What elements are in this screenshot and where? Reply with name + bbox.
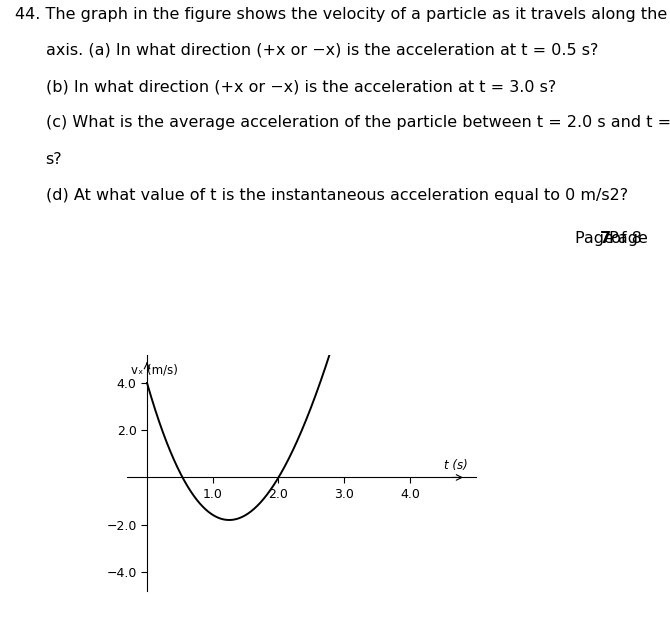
Text: 7: 7 [600,231,611,246]
Text: vₓ (m/s): vₓ (m/s) [131,364,178,377]
Text: axis. (a) In what direction (+x or −x) is the acceleration at t = 0.5 s?: axis. (a) In what direction (+x or −x) i… [46,43,598,58]
Text: Page 7 of 8: Page 7 of 8 [0,621,1,622]
Text: (c) What is the average acceleration of the particle between t = 2.0 s and t = 4: (c) What is the average acceleration of … [46,116,670,131]
Text: Page: Page [575,231,619,246]
Text: (d) At what value of t is the instantaneous acceleration equal to 0 m/s2?: (d) At what value of t is the instantane… [46,188,628,203]
Text: of 8: of 8 [606,231,643,246]
Text: Page: Page [609,231,653,246]
Text: s?: s? [46,152,62,167]
Text: t (s): t (s) [444,459,468,472]
Text: (b) In what direction (+x or −x) is the acceleration at t = 3.0 s?: (b) In what direction (+x or −x) is the … [46,79,556,94]
Text: 44. The graph in the figure shows the velocity of a particle as it travels along: 44. The graph in the figure shows the ve… [15,7,670,22]
